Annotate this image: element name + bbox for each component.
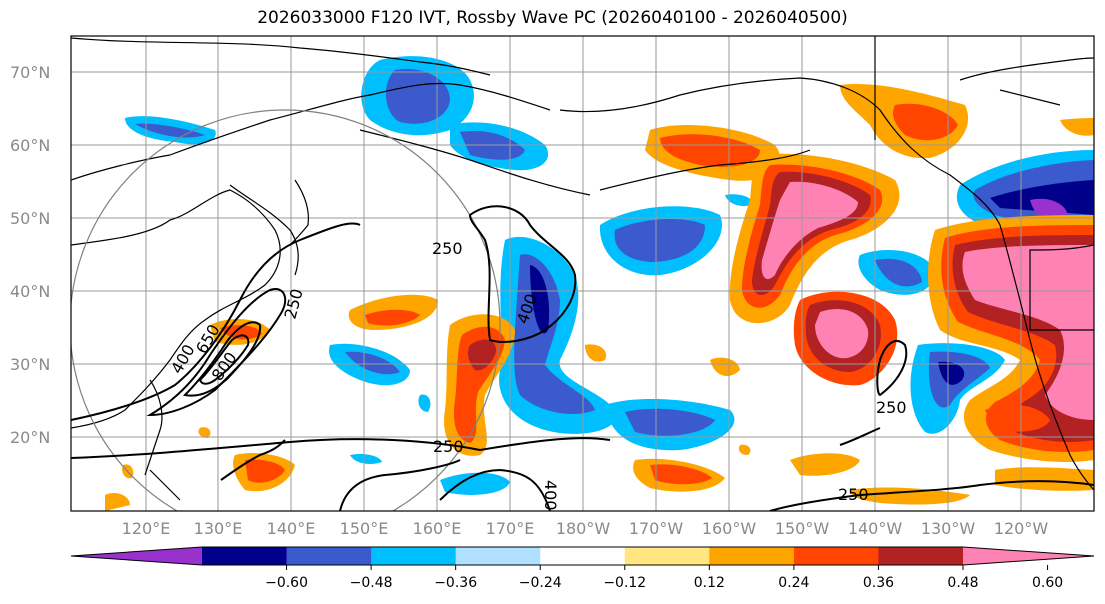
lat-label-60n: 60°N [10, 136, 50, 155]
colorbar-tick-label: −0.48 [350, 575, 393, 591]
contour-label: 250 [433, 437, 464, 456]
colorbar-segment [793, 547, 879, 565]
colorbar-segment [624, 547, 710, 565]
lon-label-120e: 120°E [122, 519, 171, 538]
lon-label-150e: 150°E [340, 519, 389, 538]
colorbar-tick-label: −0.12 [603, 575, 646, 591]
lon-label-170w: 170°W [629, 519, 684, 538]
colorbar-tick-label: −0.60 [265, 575, 308, 591]
colorbar-segment [455, 547, 541, 565]
contour-label: 250 [876, 398, 907, 417]
map-title: 2026033000 F120 IVT, Rossby Wave PC (202… [257, 8, 848, 28]
lon-label-120w: 120°W [994, 519, 1049, 538]
graticule [71, 36, 1094, 511]
colorbar-tick-label: 0.60 [1032, 575, 1063, 591]
colorbar-tick-label: 0.24 [778, 575, 809, 591]
colorbar-segment [709, 547, 795, 565]
colorbar-segment [878, 547, 964, 565]
lon-label-170e: 170°E [486, 519, 535, 538]
lon-label-150w: 150°W [775, 519, 830, 538]
lat-label-70n: 70°N [10, 63, 50, 82]
contour-label: 250 [432, 239, 463, 258]
lon-label-130e: 130°E [194, 519, 243, 538]
reference-circle [71, 109, 501, 511]
lat-label-30n: 30°N [10, 355, 50, 374]
colorbar-extend-high [963, 547, 1094, 565]
colorbar-segment [540, 547, 626, 565]
contour-label: 400 [541, 480, 560, 511]
colorbar-tick-label: 0.48 [947, 575, 978, 591]
colorbar-segment [286, 547, 372, 565]
positive-anomaly-fill [105, 84, 1094, 511]
ivt-contours [71, 205, 1094, 511]
colorbar: −0.60 −0.48 −0.36 −0.24 −0.12 0.12 0.24 0.36 0.4… [70, 546, 1095, 591]
colorbar-segment [202, 547, 288, 565]
lat-label-50n: 50°N [10, 209, 50, 228]
lat-label-40n: 40°N [10, 282, 50, 301]
colorbar-tick-label: −0.36 [434, 575, 477, 591]
colorbar-tick-label: 0.36 [863, 575, 894, 591]
lon-label-180w: 180°W [556, 519, 611, 538]
lon-label-160e: 160°E [413, 519, 462, 538]
colorbar-outline [70, 546, 1095, 566]
lon-label-140w: 140°W [848, 519, 903, 538]
lon-label-160w: 160°W [702, 519, 757, 538]
coastlines [71, 36, 1094, 501]
colorbar-tick-label: 0.12 [694, 575, 725, 591]
contour-label: 250 [838, 485, 869, 504]
latitude-labels: 70°N 60°N 50°N 40°N 30°N 20°N [10, 63, 50, 447]
colorbar-extend-low [71, 547, 202, 565]
lat-label-20n: 20°N [10, 428, 50, 447]
lon-label-130w: 130°W [921, 519, 976, 538]
longitude-labels: 120°E 130°E 140°E 150°E 160°E 170°E 180°… [122, 519, 1049, 538]
lon-label-140e: 140°E [267, 519, 316, 538]
colorbar-tick-label: −0.24 [519, 575, 562, 591]
colorbar-segment [371, 547, 457, 565]
map-frame [70, 35, 1095, 512]
